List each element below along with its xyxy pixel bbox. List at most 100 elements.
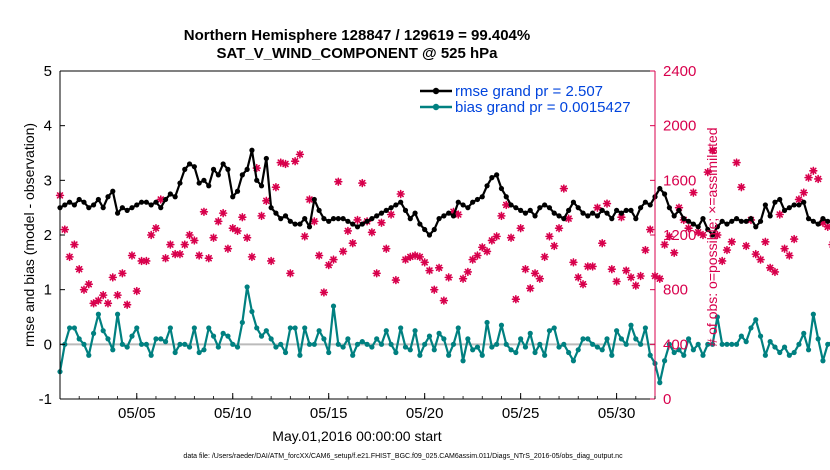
rmse-point bbox=[599, 207, 605, 213]
obs-marker-stroke bbox=[814, 175, 822, 183]
obs-marker-stroke bbox=[311, 218, 318, 225]
rmse-point bbox=[335, 216, 341, 222]
obs-marker-stroke bbox=[766, 264, 774, 272]
obs-point bbox=[559, 184, 569, 193]
obs-marker-stroke bbox=[522, 265, 529, 273]
obs-marker-stroke bbox=[157, 196, 165, 203]
rmse-point bbox=[86, 205, 92, 211]
obs-marker-stroke bbox=[229, 224, 236, 232]
rmse-point bbox=[633, 216, 639, 222]
obs-marker-stroke bbox=[579, 280, 587, 288]
obs-point bbox=[257, 211, 266, 221]
obs-marker-stroke bbox=[320, 289, 328, 296]
axes-frame: -1 0 1 2 3 4 5 0 400 800 1200 1600 2000 2400 05/05 05/1… bbox=[39, 63, 697, 422]
bias-point bbox=[748, 325, 754, 331]
obs-point bbox=[60, 225, 69, 234]
bias-point bbox=[628, 322, 634, 328]
rmse-point bbox=[364, 218, 370, 224]
bias-point bbox=[350, 352, 356, 358]
rmse-point bbox=[527, 207, 533, 213]
rmse-point bbox=[148, 202, 154, 208]
obs-point bbox=[98, 290, 108, 300]
bias-point bbox=[422, 341, 428, 347]
obs-marker-stroke bbox=[661, 241, 668, 248]
obs-marker-stroke bbox=[426, 267, 433, 274]
bias-point bbox=[143, 341, 149, 347]
obs-marker-stroke bbox=[608, 265, 616, 273]
obs-point bbox=[665, 232, 674, 241]
bias-point bbox=[292, 325, 298, 331]
obs-marker-stroke bbox=[690, 189, 697, 196]
bias-point bbox=[580, 336, 586, 342]
obs-marker-stroke bbox=[339, 248, 347, 255]
bias-point bbox=[556, 344, 562, 350]
obs-marker-stroke bbox=[109, 274, 117, 281]
obs-point bbox=[717, 256, 727, 266]
bias-point bbox=[110, 347, 116, 353]
obs-point bbox=[343, 226, 353, 236]
rmse-point bbox=[570, 199, 577, 205]
bias-point bbox=[685, 336, 692, 342]
bias-point bbox=[633, 336, 639, 342]
rmse-point bbox=[714, 224, 720, 230]
obs-point bbox=[334, 177, 343, 186]
obs-point bbox=[310, 217, 319, 226]
rmse-point bbox=[805, 216, 812, 222]
rmse-point bbox=[455, 199, 461, 205]
obs-marker-stroke bbox=[354, 216, 361, 224]
obs-marker-stroke bbox=[152, 224, 160, 232]
bias-point bbox=[148, 352, 154, 358]
obs-marker-stroke bbox=[699, 231, 707, 239]
bias-point bbox=[695, 341, 701, 347]
bias-point bbox=[282, 349, 289, 356]
obs-point bbox=[122, 300, 132, 309]
bias-point bbox=[590, 341, 596, 347]
bias-point bbox=[100, 328, 106, 334]
obs-marker-stroke bbox=[440, 297, 448, 304]
obs-point bbox=[266, 256, 276, 266]
obs-point bbox=[420, 258, 429, 267]
rmse-point bbox=[191, 164, 197, 170]
bias-point bbox=[638, 341, 644, 347]
obs-point bbox=[300, 232, 309, 241]
obs-point bbox=[84, 279, 93, 289]
bias-point bbox=[498, 322, 505, 328]
bias-point bbox=[196, 349, 202, 356]
obs-point bbox=[660, 240, 669, 249]
rmse-point bbox=[359, 221, 365, 227]
obs-marker-stroke bbox=[526, 285, 534, 292]
bias-point bbox=[618, 336, 625, 342]
rmse-point bbox=[340, 216, 346, 222]
obs-marker-stroke bbox=[800, 189, 807, 196]
bias-point bbox=[781, 344, 788, 350]
rmse-point bbox=[489, 175, 495, 181]
obs-marker-stroke bbox=[771, 268, 779, 276]
obs-marker-stroke bbox=[541, 253, 548, 261]
obs-marker-stroke bbox=[474, 252, 481, 259]
obs-point bbox=[780, 244, 789, 253]
bias-point bbox=[566, 349, 572, 356]
obs-point bbox=[358, 178, 367, 188]
bias-point bbox=[359, 339, 365, 345]
obs-point bbox=[737, 182, 746, 192]
bias-point bbox=[426, 333, 433, 339]
obs-marker-stroke bbox=[210, 234, 217, 241]
obs-point bbox=[631, 281, 641, 290]
bias-point bbox=[407, 347, 413, 353]
rmse-point bbox=[177, 180, 183, 186]
rmse-point bbox=[786, 205, 792, 211]
obs-marker-stroke bbox=[503, 201, 510, 209]
obs-marker-stroke bbox=[742, 242, 750, 250]
rmse-point bbox=[810, 218, 816, 224]
y-axis-label-left: rmse and bias (model - observation) bbox=[21, 123, 37, 347]
rmse-point bbox=[594, 213, 601, 219]
rmse-point bbox=[484, 183, 490, 189]
obs-point bbox=[194, 251, 204, 260]
obs-point bbox=[444, 273, 453, 282]
obs-marker-stroke bbox=[694, 229, 702, 236]
rmse-point bbox=[513, 205, 519, 211]
obs-point bbox=[521, 264, 530, 274]
obs-marker-stroke bbox=[368, 229, 376, 236]
obs-marker-stroke bbox=[114, 291, 121, 299]
rmse-point bbox=[407, 216, 413, 222]
